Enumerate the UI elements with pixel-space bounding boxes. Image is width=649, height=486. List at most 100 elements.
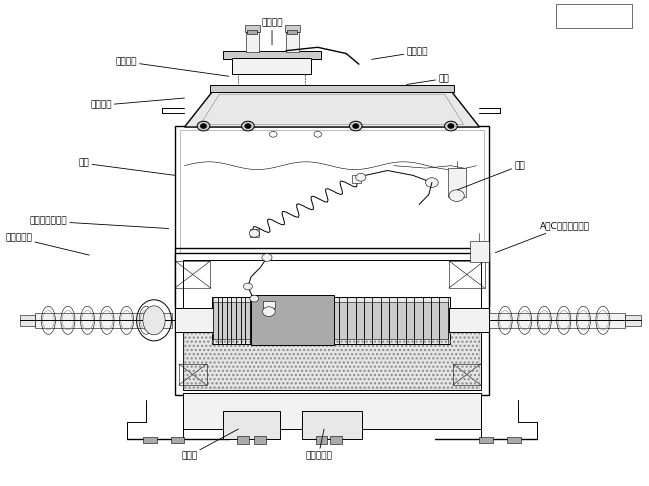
Bar <box>175 308 215 332</box>
Bar <box>180 130 484 302</box>
Bar <box>245 25 260 32</box>
Bar <box>422 302 431 339</box>
Text: 绝缘盒: 绝缘盒 <box>181 429 238 460</box>
Bar <box>364 302 373 339</box>
Bar <box>288 31 297 34</box>
Bar <box>453 364 481 385</box>
Circle shape <box>243 283 252 290</box>
Bar <box>626 314 641 326</box>
Bar <box>241 302 245 339</box>
Bar <box>422 297 431 344</box>
Bar <box>251 295 334 346</box>
Bar <box>222 297 227 344</box>
Bar <box>184 327 480 389</box>
Text: 进出线套管: 进出线套管 <box>5 234 90 255</box>
Bar <box>381 302 389 339</box>
Bar <box>381 297 389 344</box>
Text: 真空灭弧室: 真空灭弧室 <box>305 429 332 460</box>
Bar <box>364 297 373 344</box>
Bar <box>250 302 254 339</box>
Bar <box>389 302 397 339</box>
Bar <box>389 297 397 344</box>
Bar <box>330 297 339 344</box>
Bar <box>480 437 493 443</box>
Circle shape <box>262 254 272 261</box>
Bar <box>171 437 184 443</box>
Bar <box>339 297 347 344</box>
Bar <box>330 436 342 444</box>
Bar <box>431 302 439 339</box>
Circle shape <box>352 123 359 128</box>
Text: 主轴: 主轴 <box>458 161 525 190</box>
Bar <box>237 436 249 444</box>
Bar <box>339 302 347 339</box>
Text: 起吊装置: 起吊装置 <box>372 48 428 59</box>
Bar <box>347 297 356 344</box>
Circle shape <box>356 174 366 181</box>
Bar <box>489 313 626 328</box>
Bar <box>231 302 236 339</box>
Circle shape <box>262 307 275 316</box>
Bar <box>223 411 280 439</box>
Bar <box>245 297 250 344</box>
Bar <box>347 302 356 339</box>
Bar <box>352 175 361 183</box>
Bar <box>262 301 275 308</box>
Ellipse shape <box>143 306 165 335</box>
Circle shape <box>250 295 259 302</box>
Bar <box>439 297 448 344</box>
Bar <box>373 302 381 339</box>
Bar <box>302 411 362 439</box>
Circle shape <box>249 229 260 237</box>
Text: 防爆装置: 防爆装置 <box>90 98 184 110</box>
Bar <box>238 74 305 89</box>
Bar <box>254 436 265 444</box>
Bar <box>227 302 231 339</box>
Bar <box>223 51 321 59</box>
Circle shape <box>449 190 464 201</box>
Bar <box>178 364 206 385</box>
Bar <box>439 302 448 339</box>
Bar <box>236 297 241 344</box>
Bar <box>241 297 245 344</box>
Bar <box>251 229 260 237</box>
Bar <box>406 297 414 344</box>
Bar <box>210 85 454 92</box>
Bar <box>227 297 231 344</box>
Circle shape <box>349 121 362 131</box>
Bar <box>397 297 406 344</box>
Bar <box>175 261 210 288</box>
Bar <box>217 302 222 339</box>
Bar <box>231 297 236 344</box>
Circle shape <box>426 178 438 188</box>
Bar <box>175 126 489 306</box>
Bar <box>36 313 172 328</box>
Bar <box>448 168 465 197</box>
Text: 上盖: 上盖 <box>406 74 449 85</box>
Circle shape <box>245 123 251 128</box>
Bar <box>285 25 300 32</box>
Bar <box>175 253 489 395</box>
Bar <box>217 297 222 344</box>
Bar <box>184 327 480 389</box>
Bar <box>414 302 422 339</box>
Bar <box>250 297 254 344</box>
Bar <box>431 297 439 344</box>
Bar <box>183 393 482 429</box>
Polygon shape <box>184 91 480 127</box>
Circle shape <box>445 121 458 131</box>
Bar <box>507 437 520 443</box>
Bar <box>286 32 299 52</box>
Bar <box>236 302 241 339</box>
Text: 零序电流互感器: 零序电流互感器 <box>29 217 169 228</box>
Text: 固定横担: 固定横担 <box>262 18 283 45</box>
Bar <box>246 32 259 52</box>
Bar <box>213 297 217 344</box>
Bar <box>212 297 450 344</box>
Circle shape <box>197 121 210 131</box>
Bar <box>449 261 485 288</box>
Bar <box>183 260 482 390</box>
Circle shape <box>201 123 206 128</box>
Bar <box>556 4 631 28</box>
Bar <box>470 241 489 262</box>
